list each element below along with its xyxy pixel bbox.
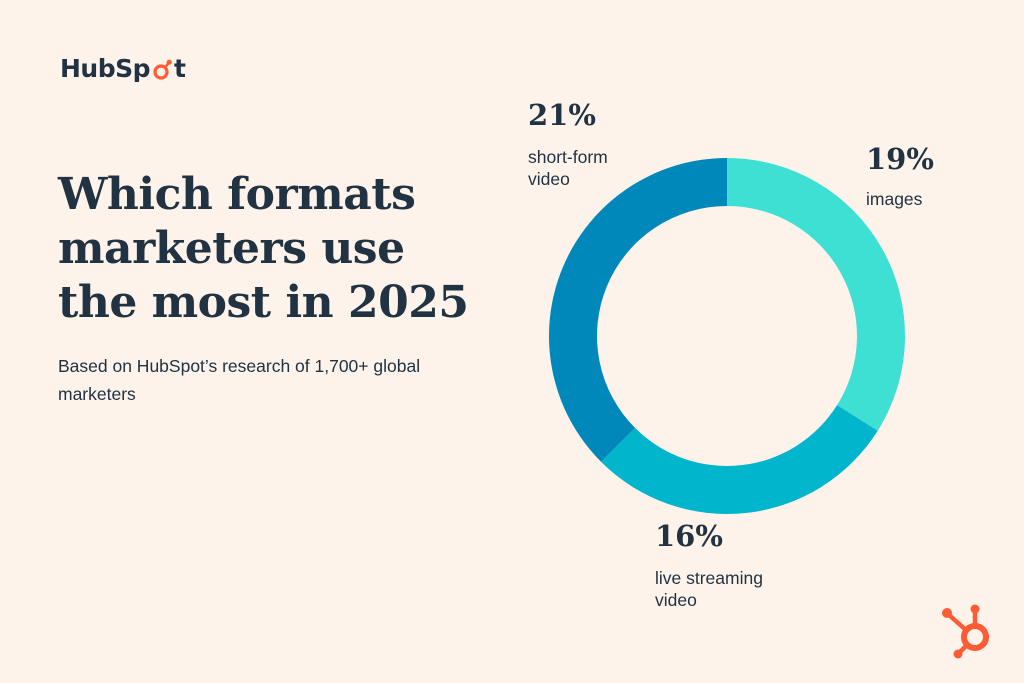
hubspot-sprocket-icon bbox=[942, 604, 989, 659]
slice-value-live-streaming-video: 16% bbox=[655, 519, 723, 553]
donut-slice-images bbox=[727, 158, 906, 431]
slice-value-short-form-video: 21% bbox=[528, 98, 596, 132]
hubspot-logo: HubSp t bbox=[60, 54, 186, 83]
slice-label-images: images bbox=[866, 189, 923, 209]
logo-text-after: t bbox=[174, 54, 186, 83]
donut-slice-live-streaming-video bbox=[601, 405, 878, 514]
slice-label-short-form-video: short-form video bbox=[528, 147, 608, 189]
logo-text-before: HubSp bbox=[60, 54, 151, 83]
slice-value-images: 19% bbox=[866, 142, 934, 176]
sprocket-icon bbox=[151, 58, 173, 80]
slice-label-live-streaming-video: live streaming video bbox=[655, 568, 763, 610]
page-subtitle: Based on HubSpot’s research of 1,700+ gl… bbox=[58, 356, 421, 404]
page-title: Which formats marketers use the most in … bbox=[58, 169, 469, 328]
donut-slice-short-form-video bbox=[548, 158, 727, 462]
